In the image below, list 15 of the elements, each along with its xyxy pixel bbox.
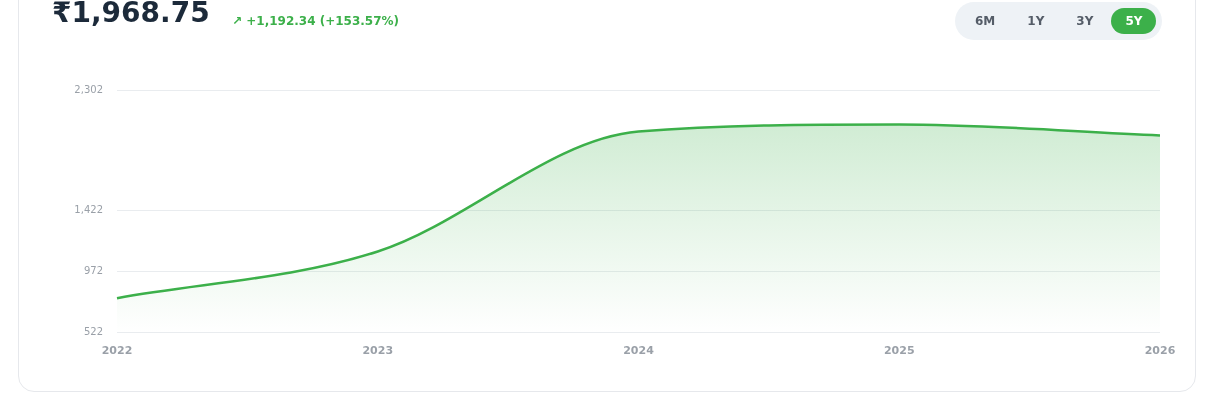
x-tick-label: 2024	[623, 344, 655, 358]
text: 1Y	[1026, 13, 1046, 30]
chart-title: ₹1,968.75	[52, 0, 210, 29]
x-tick-label: 2022	[101, 344, 133, 358]
text: 5Y	[1111, 8, 1157, 34]
y-tick-label: 2,302	[74, 83, 103, 95]
x-tick-label: 2025	[883, 344, 915, 358]
x-tick-label: 2023	[362, 344, 394, 358]
y-tick-label: 972	[83, 265, 103, 277]
y-tick-label: 1,422	[74, 203, 103, 215]
text: 6M	[974, 13, 997, 30]
x-tick-label: 2026	[1144, 344, 1176, 358]
text: 3Y	[1075, 13, 1095, 30]
chart-subtitle: ↗ +1,192.34 (+153.57%)	[232, 14, 400, 28]
y-tick-label: 522	[83, 326, 103, 338]
